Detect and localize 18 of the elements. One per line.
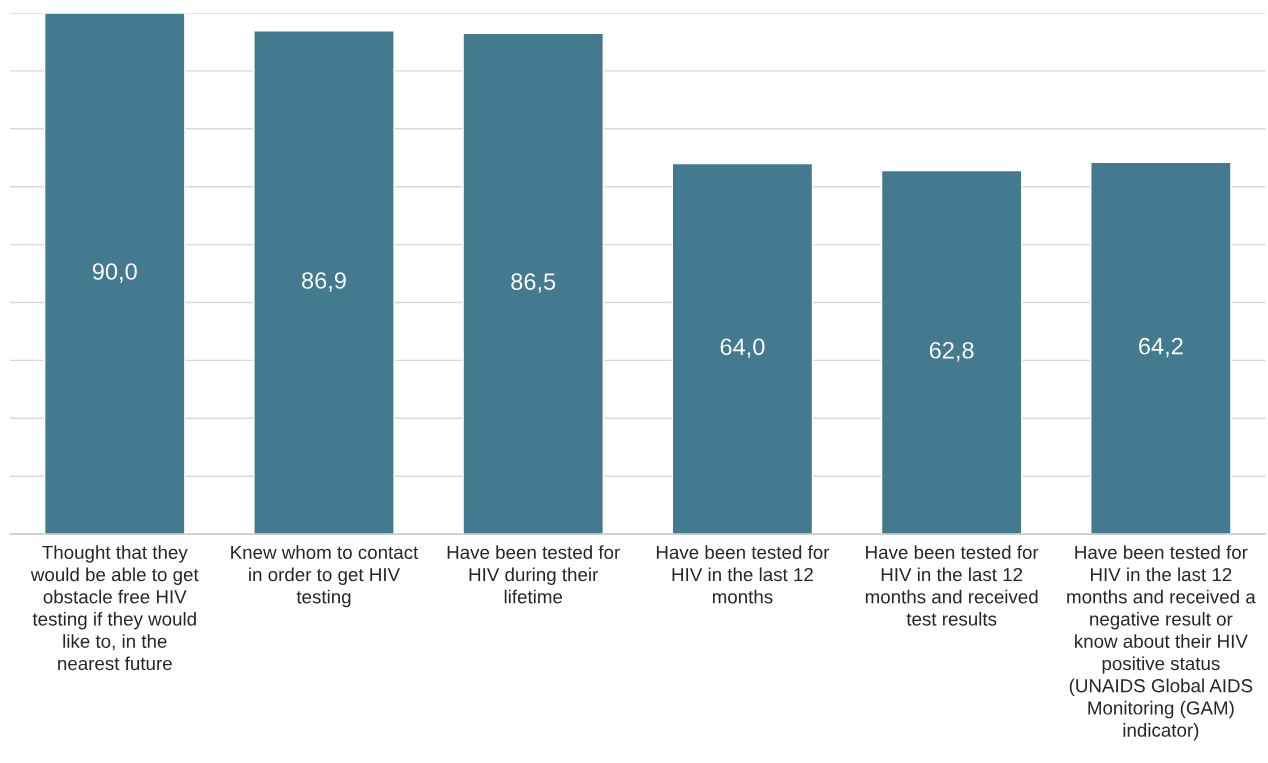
bar — [880, 169, 1023, 535]
x-tick-label: Knew whom to contact in order to get HIV testing — [231, 545, 419, 608]
x-tick-label: Have been tested for HIV in the last 12 months and received test results — [865, 545, 1039, 626]
x-tick-label: Have been tested for HIV during their lifetime — [447, 545, 620, 604]
bar — [253, 30, 395, 535]
bar — [43, 12, 186, 535]
x-tick-label: Thought that they would be able to get obstacle free HIV testing if they would like to, in the nearest future — [30, 545, 199, 671]
data-label: 64,0 — [720, 338, 765, 358]
x-tick-label: Have been tested for HIV in the last 12 months — [656, 545, 830, 604]
category-label: Have been tested for HIV in the last 12 months and received a negative result or know about their HIV positive status (UNAIDS Global AIDS Monitoring (GAM) indicator) — [1067, 545, 1256, 741]
bar — [1090, 161, 1232, 535]
data-label: 86,9 — [302, 272, 346, 292]
bar — [462, 32, 604, 535]
bar — [671, 162, 814, 535]
data-label: 86,5 — [511, 273, 556, 293]
data-label: 90,0 — [92, 263, 137, 283]
data-label: 64,2 — [1139, 337, 1183, 358]
data-label: 62,8 — [929, 341, 974, 362]
